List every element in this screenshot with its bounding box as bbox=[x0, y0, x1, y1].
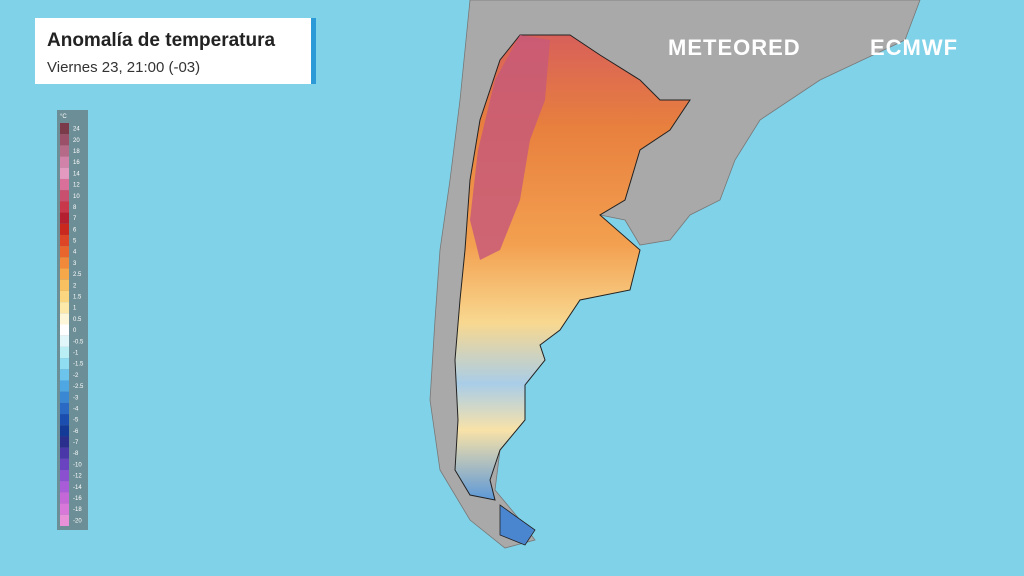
legend-label: 18 bbox=[73, 149, 80, 155]
legend: 24 20 18 16 14 12 10 8 7 6 5 4 3 2.5 2 1.5 1 0.5 0 -0.5 -1 -1… bbox=[60, 123, 84, 526]
legend-label: -10 bbox=[73, 462, 82, 468]
tierra-del-fuego bbox=[499, 504, 536, 546]
legend-label: -16 bbox=[73, 496, 82, 502]
legend-label: 3 bbox=[73, 261, 77, 267]
legend-swatch bbox=[60, 268, 69, 280]
legend-label: 0 bbox=[73, 328, 77, 334]
legend-swatch bbox=[60, 134, 69, 146]
subtitle: Viernes 23, 21:00 (-03) bbox=[47, 59, 200, 76]
legend-swatch bbox=[60, 391, 69, 403]
legend-swatch bbox=[60, 212, 69, 224]
legend-swatch bbox=[60, 369, 69, 381]
legend-swatch bbox=[60, 302, 69, 314]
legend-swatch bbox=[60, 447, 69, 459]
legend-label: 10 bbox=[73, 194, 80, 200]
legend-swatch bbox=[60, 223, 69, 235]
legend-label: -6 bbox=[73, 429, 79, 435]
legend-swatch bbox=[60, 470, 69, 482]
legend-label: -2.5 bbox=[73, 384, 84, 390]
legend-label: 2 bbox=[73, 283, 77, 289]
legend-swatch bbox=[60, 145, 69, 157]
legend-label: -0.5 bbox=[73, 339, 84, 345]
legend-swatch bbox=[60, 481, 69, 493]
legend-swatch bbox=[60, 458, 69, 471]
legend-label: -8 bbox=[73, 451, 79, 457]
logo: ECMWF bbox=[870, 35, 958, 60]
legend-label: 24 bbox=[73, 127, 80, 133]
legend-label: 8 bbox=[73, 205, 77, 211]
legend-swatch bbox=[60, 358, 69, 370]
legend-label: 5 bbox=[73, 239, 77, 245]
legend-swatch bbox=[60, 257, 69, 269]
title-accent bbox=[311, 18, 316, 84]
legend-label: -14 bbox=[73, 485, 82, 491]
legend-swatch bbox=[60, 503, 69, 515]
legend-label: 2.5 bbox=[73, 272, 82, 278]
legend-swatch bbox=[60, 167, 69, 179]
legend-swatch bbox=[60, 290, 69, 303]
legend-label: 4 bbox=[73, 250, 77, 256]
legend-swatch bbox=[60, 234, 69, 247]
legend-swatch bbox=[60, 324, 69, 336]
legend-label: 14 bbox=[73, 171, 80, 177]
legend-label: -7 bbox=[73, 440, 79, 446]
legend-label: -3 bbox=[73, 395, 79, 401]
legend-swatch bbox=[60, 178, 69, 191]
legend-label: -20 bbox=[73, 518, 82, 524]
legend-label: 1 bbox=[73, 306, 77, 312]
legend-label: 20 bbox=[73, 138, 80, 144]
legend-swatch bbox=[60, 279, 69, 291]
legend-label: 6 bbox=[73, 227, 77, 233]
legend-label: -1.5 bbox=[73, 362, 84, 368]
title: Anomalía de temperatura bbox=[47, 30, 275, 51]
legend-label: 1.5 bbox=[73, 295, 82, 301]
legend-swatch bbox=[60, 436, 69, 448]
legend-label: -2 bbox=[73, 373, 79, 379]
legend-swatch bbox=[60, 346, 69, 359]
legend-swatch bbox=[60, 335, 69, 347]
legend-swatch bbox=[60, 514, 69, 526]
legend-swatch bbox=[60, 123, 69, 135]
legend-swatch bbox=[60, 414, 69, 426]
logo: METEORED bbox=[668, 35, 801, 60]
legend-swatch bbox=[60, 246, 69, 258]
legend-swatch bbox=[60, 190, 69, 202]
andes-anomaly bbox=[470, 35, 550, 260]
legend-label: -18 bbox=[73, 507, 82, 513]
legend-swatch bbox=[60, 402, 69, 415]
legend-unit: °C bbox=[60, 114, 67, 120]
legend-label: 7 bbox=[73, 216, 77, 222]
legend-swatch bbox=[60, 380, 69, 392]
legend-swatch bbox=[60, 201, 69, 213]
legend-label: -4 bbox=[73, 406, 79, 412]
legend-label: -12 bbox=[73, 474, 82, 480]
legend-label: 16 bbox=[73, 160, 80, 166]
title-box bbox=[35, 18, 315, 84]
legend-swatch bbox=[60, 313, 69, 325]
legend-swatch bbox=[60, 492, 69, 504]
legend-swatch bbox=[60, 425, 69, 437]
legend-label: 12 bbox=[73, 183, 80, 189]
legend-label: -1 bbox=[73, 350, 79, 356]
legend-label: -5 bbox=[73, 418, 79, 424]
legend-label: 0.5 bbox=[73, 317, 82, 323]
legend-swatch bbox=[60, 156, 69, 168]
